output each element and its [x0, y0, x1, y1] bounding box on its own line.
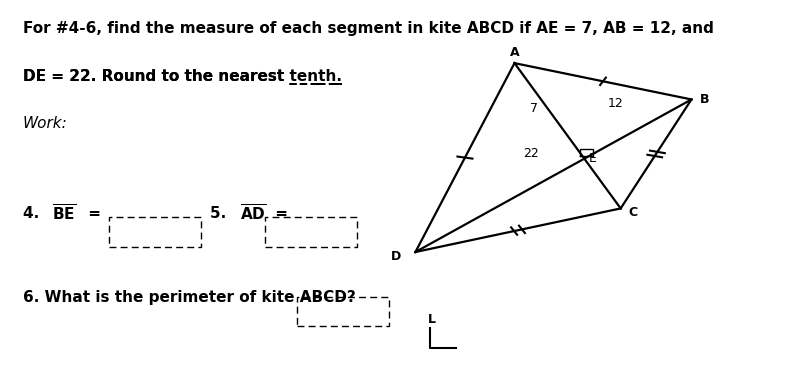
Text: $\overline{\mathbf{AD}}$: $\overline{\mathbf{AD}}$ [240, 204, 266, 224]
Text: Work:: Work: [22, 116, 67, 131]
Text: A: A [510, 46, 519, 59]
Text: DE = 22. Round to the nearest: DE = 22. Round to the nearest [22, 68, 289, 83]
Text: E: E [589, 152, 597, 165]
Text: C: C [629, 206, 638, 219]
Text: =: = [270, 206, 288, 221]
Bar [265, 217, 357, 247]
Text: =: = [82, 206, 101, 221]
Bar [298, 297, 390, 326]
Text: 7: 7 [530, 102, 538, 115]
Text: 22: 22 [523, 147, 538, 160]
Text: For #4-6, find the measure of each segment in kite ABCD if AE = 7, AB = 12, and: For #4-6, find the measure of each segme… [22, 21, 714, 36]
Text: $\overline{\mathbf{BE}}$: $\overline{\mathbf{BE}}$ [52, 204, 76, 224]
Text: B: B [699, 93, 709, 106]
Bar [109, 217, 201, 247]
Text: 5.: 5. [210, 206, 232, 221]
Text: 12: 12 [608, 97, 623, 110]
Text: 6. What is the perimeter of kite ABCD?: 6. What is the perimeter of kite ABCD? [22, 290, 355, 305]
Text: L: L [427, 313, 435, 326]
Text: D: D [390, 250, 401, 263]
Text: 4.: 4. [22, 206, 44, 221]
Text: DE = 22. Round to the nearest t̲e̲n̲t̲h̲.̲: DE = 22. Round to the nearest t̲e̲n̲t̲h̲… [22, 68, 342, 85]
